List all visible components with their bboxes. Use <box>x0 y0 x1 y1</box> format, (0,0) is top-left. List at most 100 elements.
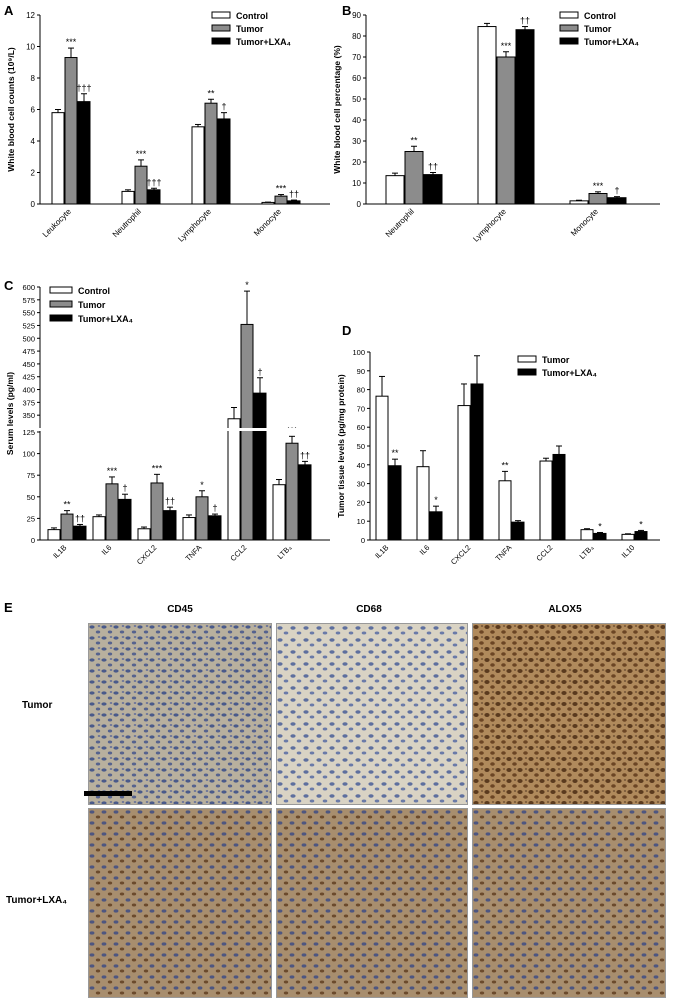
y-tick-label: 10 <box>352 179 361 188</box>
y-tick-label: 6 <box>31 106 36 115</box>
significance-label: * <box>639 519 643 529</box>
x-tick-label: Lymphocyte <box>176 207 213 244</box>
panel-letter-c: C <box>4 278 14 293</box>
significance-label: ** <box>410 135 418 145</box>
bar <box>404 151 424 205</box>
scale-bar <box>84 791 132 796</box>
micrograph-tumor-lxa4-cd68 <box>276 808 468 998</box>
y-tick-label: 600 <box>22 283 35 292</box>
legend-swatch <box>559 11 579 19</box>
y-tick-label: 75 <box>27 471 35 480</box>
y-tick-label: 30 <box>352 137 361 146</box>
chart-panel-c: 0 25 50 75 100 125 350 375 400 425 450 475 500 525 550… <box>5 280 330 567</box>
y-tick-label: 375 <box>22 398 35 407</box>
bar <box>588 193 608 205</box>
bar <box>272 484 286 541</box>
bar <box>134 165 148 205</box>
x-tick-label: CCL2 <box>228 543 248 563</box>
y-tick-label: 50 <box>357 442 365 451</box>
legend-swatch <box>211 11 231 19</box>
y-tick-label: 40 <box>352 116 361 125</box>
legend-label: Tumor+LXA₄ <box>236 37 291 47</box>
legend-label: Control <box>78 286 110 296</box>
bar <box>423 174 443 205</box>
y-tick-label: 450 <box>22 360 35 369</box>
bar <box>47 529 61 541</box>
legend-label: Tumor+LXA₄ <box>584 37 639 47</box>
bar <box>569 200 589 205</box>
x-tick-label: LTB₄ <box>276 543 294 561</box>
panel-e-row-label-tumor: Tumor <box>22 700 52 711</box>
y-tick-label: 70 <box>357 404 365 413</box>
y-tick-label: 60 <box>352 74 361 83</box>
bar <box>470 383 484 541</box>
significance-label: ** <box>391 448 399 458</box>
bar <box>253 392 267 541</box>
y-tick-label: 425 <box>22 373 35 382</box>
bar <box>77 101 91 205</box>
panel-letter-d: D <box>342 323 351 338</box>
x-tick-label: IL6 <box>418 543 432 557</box>
bar <box>457 405 471 541</box>
significance-label: †† <box>300 450 310 460</box>
bar <box>607 197 627 205</box>
panel-letter-a: A <box>4 3 14 18</box>
x-tick-label: CXCL2 <box>449 543 472 566</box>
x-tick-label: IL10 <box>620 543 637 560</box>
bar <box>217 118 231 205</box>
x-tick-label: TNFA <box>183 543 203 563</box>
significance-label: *** <box>593 181 604 191</box>
significance-label: ††† <box>146 177 161 187</box>
micrograph-tumor-cd68 <box>276 623 468 805</box>
significance-label: † <box>122 483 127 493</box>
significance-label: * <box>598 521 602 531</box>
legend-swatch <box>49 286 73 294</box>
y-axis-label: White blood cell percentage (%) <box>332 45 342 174</box>
y-tick-label: 60 <box>357 423 365 432</box>
micrograph-tumor-lxa4-cd45 <box>88 808 272 998</box>
chart-panel-d: 0 10 20 30 40 50 60 70 80 90 100 Tumor tissue level… <box>336 348 660 567</box>
bar <box>208 515 222 541</box>
micrograph-tumor-cd45 <box>88 623 272 805</box>
x-tick-label: IL1B <box>51 543 68 560</box>
significance-label: † <box>257 367 262 377</box>
legend-swatch <box>211 37 231 45</box>
axis-break <box>34 428 330 431</box>
micrograph-tumor-lxa4-alox5 <box>472 808 666 998</box>
y-tick-label: 350 <box>22 411 35 420</box>
bar <box>195 496 209 541</box>
y-tick-label: 525 <box>22 321 35 330</box>
y-tick-label: 20 <box>357 498 365 507</box>
panel-e-row-label-tumor-lxa4: Tumor+LXA₄ <box>6 895 67 906</box>
bar <box>60 513 74 541</box>
x-tick-label: Lymphocyte <box>471 207 508 244</box>
bar <box>388 465 402 541</box>
y-tick-label: 40 <box>357 461 365 470</box>
significance-label: †† <box>428 162 438 172</box>
legend-swatch <box>211 24 231 32</box>
y-tick-label: 4 <box>31 137 36 146</box>
x-tick-label: TNFA <box>493 543 513 563</box>
bar <box>498 480 512 541</box>
y-axis-label: White blood cell counts (10⁹/L) <box>6 47 16 172</box>
y-tick-label: 575 <box>22 296 35 305</box>
bar <box>105 483 119 541</box>
legend-label: Tumor <box>542 355 570 365</box>
significance-label: † <box>221 102 226 112</box>
y-tick-label: 550 <box>22 309 35 318</box>
y-tick-label: 50 <box>27 493 35 502</box>
y-tick-label: 0 <box>357 200 362 209</box>
bar <box>163 510 177 541</box>
legend-label: Tumor <box>78 300 106 310</box>
significance-label: * <box>200 480 204 490</box>
legend-swatch <box>49 300 73 308</box>
legend-swatch <box>559 37 579 45</box>
significance-label: *** <box>66 37 77 47</box>
bar <box>416 466 430 541</box>
bar <box>118 498 132 541</box>
bar <box>298 464 312 541</box>
significance-label: *** <box>276 184 287 194</box>
legend-swatch <box>517 355 537 363</box>
significance-label: ** <box>207 88 215 98</box>
significance-label: †† <box>75 513 85 523</box>
